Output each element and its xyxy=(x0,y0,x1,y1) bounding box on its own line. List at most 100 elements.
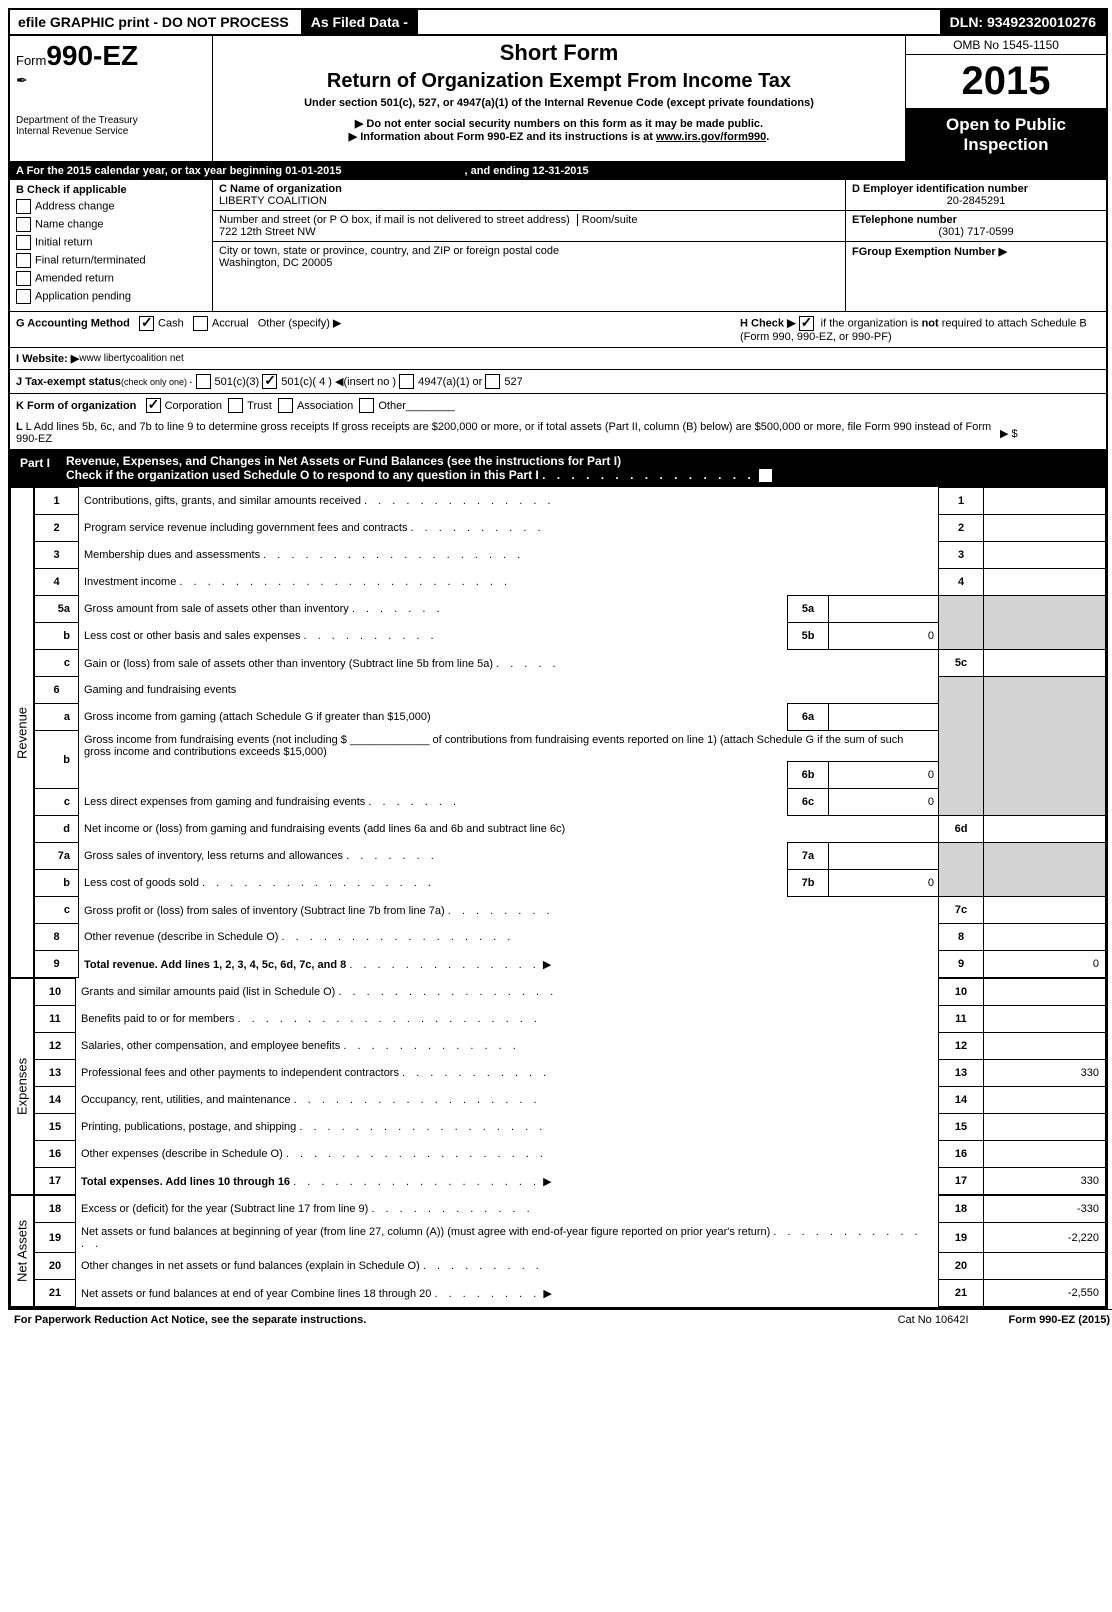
val-18: -330 xyxy=(984,1196,1106,1223)
lbl-501c: 501(c)( 4 ) ◀(insert no ) xyxy=(281,375,396,388)
header-right: OMB No 1545-1150 2015 Open to Public Ins… xyxy=(906,36,1106,161)
chk-other-org[interactable] xyxy=(359,398,374,413)
e-label: ETelephone number xyxy=(852,214,1100,226)
val-7b: 0 xyxy=(829,870,939,897)
chk-association[interactable] xyxy=(278,398,293,413)
info-line: ▶ Information about Form 990-EZ and its … xyxy=(219,130,899,143)
chk-name-change[interactable] xyxy=(16,217,31,232)
a-pre: A For the 2015 calendar year, or tax yea… xyxy=(16,165,285,177)
a-mid: , and ending xyxy=(465,165,533,177)
b-header: B Check if applicable xyxy=(16,184,206,196)
line-13: Professional fees and other payments to … xyxy=(81,1067,399,1079)
expenses-side-label: Expenses xyxy=(10,978,34,1195)
lbl-501c3: 501(c)(3) xyxy=(215,376,260,388)
expenses-section: Expenses 10Grants and similar amounts pa… xyxy=(10,978,1106,1195)
line-4: Investment income xyxy=(84,576,176,588)
part1-label: Part I xyxy=(16,454,58,472)
c-name-label: C Name of organization xyxy=(219,183,839,195)
form-container: efile GRAPHIC print - DO NOT PROCESS As … xyxy=(8,8,1108,1309)
line-3: Membership dues and assessments xyxy=(84,549,260,561)
lbl-address-change: Address change xyxy=(35,200,115,212)
lbl-trust: Trust xyxy=(247,400,272,412)
eagle-icon: ✒ xyxy=(16,72,206,89)
chk-address-change[interactable] xyxy=(16,199,31,214)
val-5b: 0 xyxy=(829,623,939,650)
h-pre: H Check ▶ xyxy=(740,317,796,329)
efile-notice: efile GRAPHIC print - DO NOT PROCESS xyxy=(10,10,297,34)
line-6: Gaming and fundraising events xyxy=(84,684,236,696)
line-7c: Gross profit or (loss) from sales of inv… xyxy=(84,905,445,917)
org-street: 722 12th Street NW xyxy=(219,226,839,238)
section-c: C Name of organization LIBERTY COALITION… xyxy=(213,180,845,311)
lbl-application-pending: Application pending xyxy=(35,290,131,302)
line-6b: Gross income from fundraising events (no… xyxy=(84,734,903,758)
line-11: Benefits paid to or for members xyxy=(81,1013,234,1025)
top-bar: efile GRAPHIC print - DO NOT PROCESS As … xyxy=(10,10,1106,36)
line-7a: Gross sales of inventory, less returns a… xyxy=(84,850,343,862)
section-a: A For the 2015 calendar year, or tax yea… xyxy=(10,162,1106,180)
chk-initial-return[interactable] xyxy=(16,235,31,250)
chk-amended-return[interactable] xyxy=(16,271,31,286)
lbl-4947: 4947(a)(1) or xyxy=(418,376,482,388)
section-l: L L Add lines 5b, 6c, and 7b to line 9 t… xyxy=(10,417,1106,450)
lbl-initial-return: Initial return xyxy=(35,236,92,248)
val-6b: 0 xyxy=(829,762,939,789)
g-h-row: G Accounting Method Cash Accrual Other (… xyxy=(10,312,1106,348)
d-label: D Employer identification number xyxy=(852,183,1100,195)
lbl-accrual: Accrual xyxy=(212,317,249,329)
footer-left: For Paperwork Reduction Act Notice, see … xyxy=(14,1314,366,1326)
line-12: Salaries, other compensation, and employ… xyxy=(81,1040,340,1052)
part1-header: Part I Revenue, Expenses, and Changes in… xyxy=(10,450,1106,487)
irs-link[interactable]: www.irs.gov/form990 xyxy=(656,131,766,143)
chk-trust[interactable] xyxy=(228,398,243,413)
telephone: (301) 717-0599 xyxy=(852,226,1100,238)
lbl-other-method: Other (specify) ▶ xyxy=(258,317,342,329)
revenue-side-label: Revenue xyxy=(10,487,34,978)
chk-accrual[interactable] xyxy=(193,316,208,331)
j-note: (check only one) - xyxy=(121,377,193,387)
chk-501c[interactable] xyxy=(262,374,277,389)
h-mid: if the organization is xyxy=(821,317,922,329)
org-city: Washington, DC 20005 xyxy=(219,257,559,269)
a-begin: 01-01-2015 xyxy=(285,165,341,177)
chk-schedule-o-part1[interactable] xyxy=(758,468,773,483)
revenue-section: Revenue 1Contributions, gifts, grants, a… xyxy=(10,487,1106,978)
netassets-table: 18Excess or (deficit) for the year (Subt… xyxy=(34,1195,1106,1307)
line-18: Excess or (deficit) for the year (Subtra… xyxy=(81,1203,368,1215)
chk-527[interactable] xyxy=(485,374,500,389)
c-room-label: Room/suite xyxy=(577,214,638,226)
k-label: K Form of organization xyxy=(16,400,136,412)
header-mid: Short Form Return of Organization Exempt… xyxy=(213,36,906,161)
line-5a: Gross amount from sale of assets other t… xyxy=(84,603,349,615)
ein: 20-2845291 xyxy=(852,195,1100,207)
omb-number: OMB No 1545-1150 xyxy=(906,36,1106,55)
website: www libertycoalition net xyxy=(79,353,184,364)
line-21: Net assets or fund balances at end of ye… xyxy=(81,1288,431,1300)
short-form-title: Short Form xyxy=(219,40,899,66)
cat-no: Cat No 10642I xyxy=(898,1314,969,1326)
section-b: B Check if applicable Address change Nam… xyxy=(10,180,213,311)
c-city-label: City or town, state or province, country… xyxy=(219,245,559,257)
a-end: 12-31-2015 xyxy=(532,165,588,177)
netassets-section: Net Assets 18Excess or (deficit) for the… xyxy=(10,1195,1106,1307)
section-i: I Website: ▶ www libertycoalition net xyxy=(10,348,1106,370)
line-8: Other revenue (describe in Schedule O) xyxy=(84,931,278,943)
chk-4947[interactable] xyxy=(399,374,414,389)
section-h: H Check ▶ if the organization is not req… xyxy=(740,316,1100,343)
lbl-other-org: Other xyxy=(378,400,406,412)
l-text: L Add lines 5b, 6c, and 7b to line 9 to … xyxy=(16,421,991,445)
chk-corporation[interactable] xyxy=(146,398,161,413)
val-21: -2,550 xyxy=(984,1280,1106,1307)
chk-cash[interactable] xyxy=(139,316,154,331)
form-prefix: Form xyxy=(16,53,46,68)
info-pre: ▶ Information about Form 990-EZ and its … xyxy=(349,131,656,143)
lbl-name-change: Name change xyxy=(35,218,104,230)
line-7b: Less cost of goods sold xyxy=(84,877,199,889)
chk-schedule-b[interactable] xyxy=(799,316,814,331)
chk-application-pending[interactable] xyxy=(16,289,31,304)
chk-501c3[interactable] xyxy=(196,374,211,389)
l-arrow: ▶ $ xyxy=(1000,427,1100,440)
return-title: Return of Organization Exempt From Incom… xyxy=(219,70,899,93)
chk-final-return[interactable] xyxy=(16,253,31,268)
line-14: Occupancy, rent, utilities, and maintena… xyxy=(81,1094,291,1106)
